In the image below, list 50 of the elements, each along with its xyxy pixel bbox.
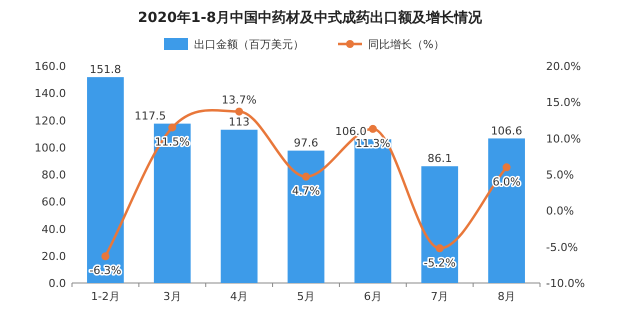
bar xyxy=(488,138,525,283)
data-label: 86.1 xyxy=(427,152,452,166)
y2-tick-label: 20.0% xyxy=(546,60,581,73)
point xyxy=(101,252,110,260)
y-tick-label: 40.0 xyxy=(42,222,66,236)
data-label: 117.5 xyxy=(134,110,166,123)
bar xyxy=(220,130,258,283)
y-tick-label: 100.0 xyxy=(34,141,66,154)
y-tick-label: 80.0 xyxy=(42,168,66,182)
data-label: -5.2% xyxy=(424,256,456,270)
y-tick-label: 0.0 xyxy=(48,277,66,290)
x-tick-label: 7月 xyxy=(430,290,449,303)
y2-tick-label: 10.0% xyxy=(546,132,581,146)
x-tick-label: 6月 xyxy=(364,290,382,303)
point xyxy=(168,123,176,132)
bar xyxy=(354,139,392,283)
x-tick-label: 8月 xyxy=(498,290,516,303)
point xyxy=(436,244,444,252)
point xyxy=(368,124,377,133)
y2-tick-label: -5.0% xyxy=(546,240,578,254)
y2-tick-label: 15.0% xyxy=(546,96,581,110)
data-label: 13.7% xyxy=(222,94,257,107)
legend-label: 同比增长（%） xyxy=(368,38,444,51)
bar xyxy=(154,124,191,283)
x-tick-label: 5月 xyxy=(297,290,315,303)
data-label: -6.3% xyxy=(89,264,122,278)
point xyxy=(302,172,310,181)
x-tick-label: 1-2月 xyxy=(90,290,120,303)
data-label: 106.6 xyxy=(490,124,522,138)
chart-title: 2020年1-8月中国中药材及中式成药出口额及增长情况 xyxy=(138,9,484,26)
y2-tick-label: -10.0% xyxy=(546,277,585,290)
y-tick-label: 120.0 xyxy=(34,114,66,128)
legend-label: 出口金额（百万美元） xyxy=(194,38,304,51)
y-tick-label: 160.0 xyxy=(34,60,66,73)
data-label: 151.8 xyxy=(90,63,122,76)
y2-tick-label: 0.0% xyxy=(546,204,574,218)
y-tick-label: 140.0 xyxy=(34,87,66,100)
point xyxy=(502,163,511,172)
point xyxy=(235,108,244,116)
y2-tick-label: 5.0% xyxy=(546,168,574,182)
bar xyxy=(421,166,458,283)
data-label: 97.6 xyxy=(294,136,318,150)
y-tick-label: 60.0 xyxy=(42,196,66,209)
bar xyxy=(288,150,324,283)
bar xyxy=(87,77,124,283)
data-label: 4.7% xyxy=(292,184,320,198)
x-tick-label: 3月 xyxy=(163,290,182,303)
data-label: 113 xyxy=(228,116,250,129)
x-tick-label: 4月 xyxy=(230,290,248,303)
y-tick-label: 20.0 xyxy=(42,250,66,263)
